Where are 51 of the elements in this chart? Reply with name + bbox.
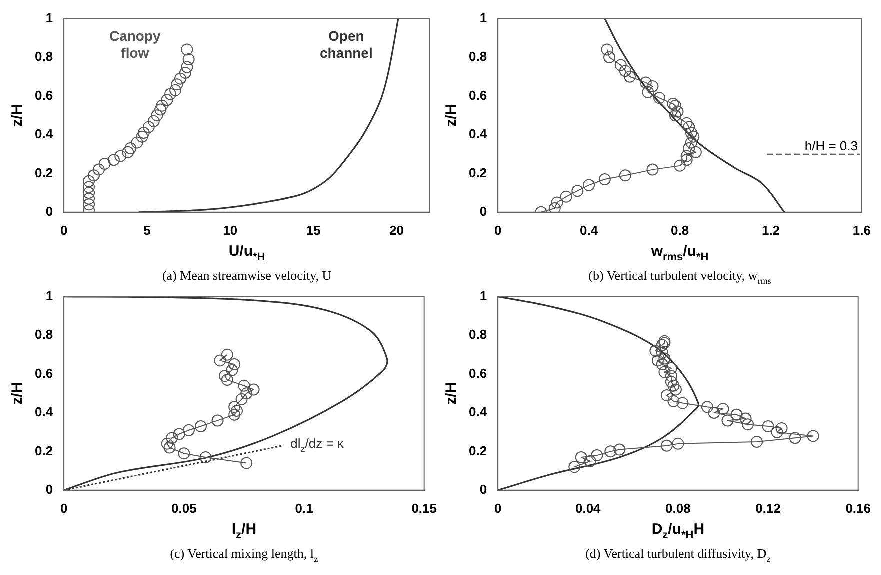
- y-tick-label: 0: [46, 482, 54, 497]
- y-axis-title: z/H: [443, 382, 460, 405]
- x-tick-label: 0.05: [172, 500, 197, 516]
- x-tick-label: 0.12: [756, 500, 781, 516]
- x-tick-label: 0.08: [666, 500, 691, 516]
- x-tick-label: 0: [60, 222, 68, 238]
- y-tick-label: 0.8: [34, 49, 54, 64]
- y-tick-label: 0.6: [468, 88, 488, 103]
- x-tick-label: 10: [223, 222, 238, 238]
- y-axis-title: z/H: [9, 382, 26, 405]
- y-tick-label: 0.8: [468, 49, 488, 64]
- y-tick-label: 0.2: [468, 443, 488, 458]
- x-tick-label: 20: [390, 222, 404, 238]
- y-tick-label: 0.4: [468, 126, 488, 142]
- x-tick-label: 0: [494, 222, 502, 238]
- y-axis-title: z/H: [9, 104, 26, 127]
- y-tick-label: 0.2: [34, 165, 54, 180]
- series-label: Canopy flow: [109, 28, 162, 61]
- y-tick-label: 0.4: [468, 404, 488, 420]
- ref-line-label: h/H = 0.3: [804, 138, 858, 154]
- y-tick-label: 0.8: [468, 327, 488, 342]
- y-tick-label: 0.4: [34, 404, 54, 420]
- y-tick-label: 0: [46, 204, 54, 219]
- series-label: Open channel: [320, 28, 373, 61]
- x-tick-label: 0.15: [412, 500, 438, 516]
- y-tick-label: 1: [480, 288, 488, 304]
- y-tick-label: 1: [480, 10, 488, 26]
- y-tick-label: 0.8: [34, 327, 54, 342]
- text: (a) Mean streamwise velocity, U: [162, 268, 332, 283]
- x-tick-label: 0.8: [670, 222, 690, 238]
- y-tick-label: 0.2: [34, 443, 54, 458]
- x-tick-label: 15: [306, 222, 321, 238]
- y-tick-label: 1: [46, 10, 54, 26]
- y-tick-label: 1: [46, 288, 54, 304]
- y-tick-label: 0.6: [34, 366, 54, 381]
- x-tick-label: 0.1: [295, 500, 314, 516]
- x-tick-label: 5: [144, 222, 151, 238]
- x-tick-label: 1.2: [762, 222, 780, 238]
- y-axis-title: z/H: [443, 104, 460, 127]
- y-tick-label: 0.6: [34, 88, 54, 103]
- x-tick-label: 0.4: [580, 222, 599, 238]
- x-tick-label: 0: [494, 500, 502, 516]
- x-tick-label: 0: [60, 500, 68, 516]
- x-tick-label: 0.16: [846, 500, 872, 516]
- x-tick-label: 0.04: [575, 500, 602, 516]
- y-tick-label: 0.4: [34, 126, 54, 142]
- y-tick-label: 0.6: [468, 366, 488, 381]
- y-tick-label: 0.2: [468, 165, 488, 180]
- y-tick-label: 0: [480, 204, 488, 219]
- x-tick-label: 1.6: [852, 222, 872, 238]
- y-tick-label: 0: [480, 482, 488, 497]
